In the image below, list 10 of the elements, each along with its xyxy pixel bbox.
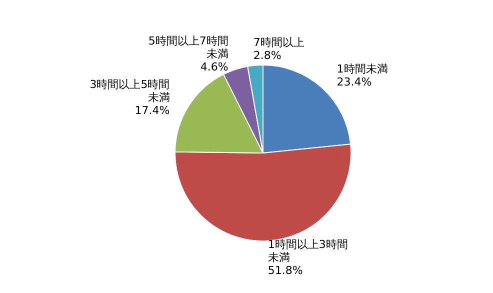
data-label: 2.8%: [253, 48, 282, 62]
data-label: 23.4%: [336, 75, 372, 88]
slice-label: 7時間以上: [253, 36, 304, 49]
slice-label: 1時間以上3時間未満: [268, 238, 348, 264]
slice-label: 5時間以上7時間未満: [148, 34, 228, 60]
data-label: 51.8%: [268, 264, 303, 277]
data-label: 17.4%: [134, 104, 170, 118]
slice-label: 1時間未満: [336, 62, 388, 76]
slice-label: 3時間以上5時間未満: [90, 78, 170, 104]
data-label: 4.6%: [200, 60, 228, 74]
